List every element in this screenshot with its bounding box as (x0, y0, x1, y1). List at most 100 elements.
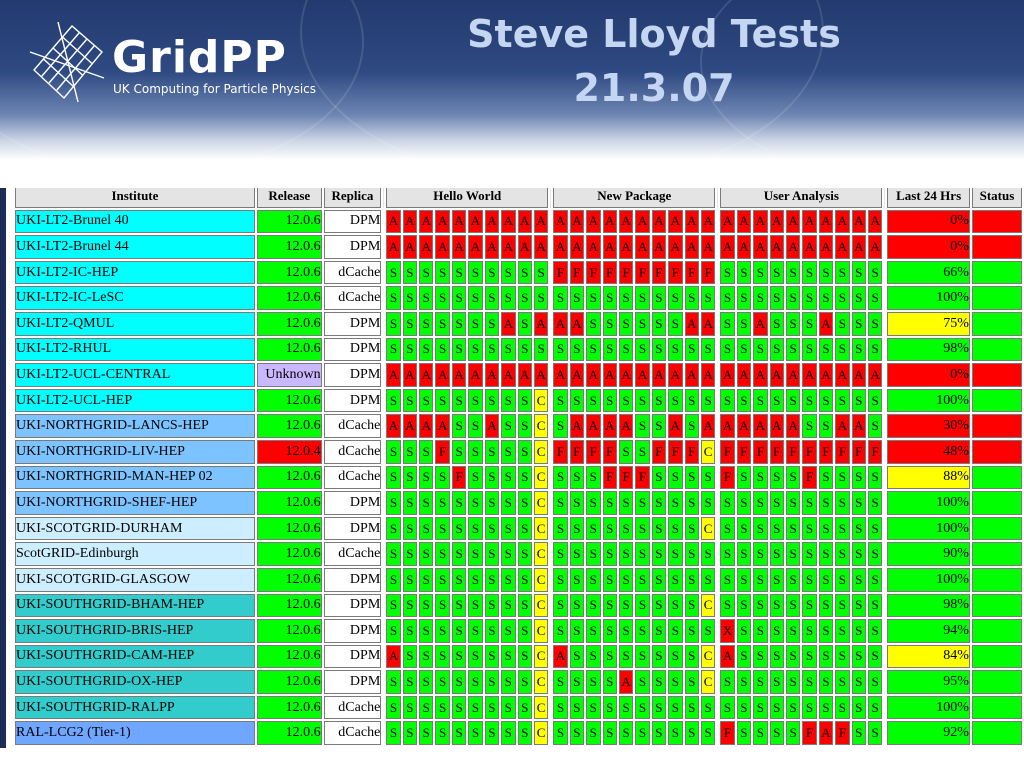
user-analysis-result-cell: S (835, 542, 850, 566)
hello-world-result-cell: S (451, 721, 467, 746)
new-package-result-cell: C (700, 644, 716, 669)
user-analysis-result-cell: S (867, 593, 883, 618)
last-24-hrs-cell: 0% (887, 235, 970, 259)
new-package-result-cell: S (618, 567, 634, 592)
status-cell (971, 491, 1022, 515)
new-package-result-cell: S (684, 465, 699, 490)
user-analysis-result-cell: S (785, 619, 801, 643)
release-cell: 12.0.6 (256, 491, 322, 515)
hello-world-result-cell: S (484, 593, 500, 618)
hello-world-result-cell: S (435, 644, 450, 669)
user-analysis-result-cell: S (753, 721, 768, 746)
hello-world-result-cell: S (484, 388, 500, 413)
hello-world-result-cell: S (468, 593, 483, 618)
new-package-result-cell: S (700, 337, 716, 362)
hello-world-result-cell: A (533, 363, 549, 387)
user-analysis-result-cell: S (720, 286, 735, 310)
user-analysis-result-cell: S (818, 516, 834, 541)
hello-world-result-cell: C (533, 439, 549, 464)
hello-world-result-cell: A (501, 209, 516, 234)
user-analysis-result-cell: S (720, 491, 735, 515)
new-package-result-cell: F (602, 465, 617, 490)
last-24-hrs-cell: 66% (887, 260, 970, 285)
release-cell: 12.0.6 (256, 235, 322, 259)
column-separator (717, 388, 719, 413)
new-package-result-cell: C (700, 593, 716, 618)
hello-world-result-cell: S (435, 670, 450, 694)
user-analysis-result-cell: S (720, 695, 735, 720)
user-analysis-result-cell: S (736, 286, 752, 310)
hello-world-result-cell: S (451, 414, 467, 438)
hello-world-result-cell: S (419, 311, 434, 336)
hello-world-result-cell: S (402, 542, 418, 566)
last-24-hrs-cell: 98% (887, 337, 970, 362)
table-row: UKI-SOUTHGRID-CAM-HEP 12.0.6 DPM A S S S S S S S S C… (15, 644, 1022, 669)
status-cell (971, 721, 1022, 746)
user-analysis-result-cell: S (785, 542, 801, 566)
new-package-result-cell: A (569, 363, 585, 387)
new-package-result-cell: S (684, 414, 699, 438)
user-analysis-result-cell: S (835, 567, 850, 592)
replica-cell: DPM (323, 593, 382, 618)
hello-world-result-cell: S (484, 695, 500, 720)
user-analysis-result-cell: S (818, 260, 834, 285)
new-package-result-cell: F (553, 260, 568, 285)
user-analysis-result-cell: A (769, 235, 784, 259)
new-package-result-cell: S (602, 491, 617, 515)
user-analysis-result-cell: A (769, 209, 784, 234)
institute-cell: UKI-SOUTHGRID-RALPP (15, 695, 255, 720)
hello-world-result-cell: S (501, 337, 516, 362)
new-package-result-cell: S (569, 465, 585, 490)
hello-world-result-cell: C (533, 388, 549, 413)
hello-world-result-cell: S (517, 260, 532, 285)
hello-world-result-cell: S (386, 542, 401, 566)
hello-world-result-cell: A (501, 235, 516, 259)
new-package-result-cell: S (668, 695, 683, 720)
table-row: RAL-LCG2 (Tier-1) 12.0.6 dCache S S S S S S S S S C S… (15, 721, 1022, 746)
new-package-result-cell: S (586, 465, 601, 490)
new-package-result-cell: S (651, 619, 667, 643)
status-cell (971, 465, 1022, 490)
user-analysis-result-cell: S (835, 491, 850, 515)
hello-world-result-cell: A (484, 414, 500, 438)
hello-world-result-cell: S (517, 414, 532, 438)
new-package-result-cell: S (586, 619, 601, 643)
user-analysis-result-cell: S (802, 388, 817, 413)
header-hello-world: Hello World (386, 188, 549, 208)
new-package-result-cell: S (684, 388, 699, 413)
hello-world-result-cell: A (402, 235, 418, 259)
user-analysis-result-cell: S (818, 567, 834, 592)
hello-world-result-cell: S (468, 491, 483, 515)
hello-world-result-cell: S (435, 465, 450, 490)
new-package-result-cell: S (668, 465, 683, 490)
hello-world-result-cell: A (402, 363, 418, 387)
column-separator (383, 465, 385, 490)
new-package-result-cell: S (684, 516, 699, 541)
new-package-result-cell: S (602, 619, 617, 643)
user-analysis-result-cell: A (736, 363, 752, 387)
hello-world-result-cell: A (468, 235, 483, 259)
hello-world-result-cell: S (435, 286, 450, 310)
column-separator (550, 414, 552, 438)
new-package-result-cell: C (700, 516, 716, 541)
column-separator (383, 721, 385, 746)
status-cell (971, 516, 1022, 541)
new-package-result-cell: S (586, 695, 601, 720)
new-package-result-cell: A (602, 209, 617, 234)
hello-world-result-cell: S (386, 311, 401, 336)
user-analysis-result-cell: S (818, 414, 834, 438)
user-analysis-result-cell: S (736, 695, 752, 720)
hello-world-result-cell: S (451, 542, 467, 566)
new-package-result-cell: C (700, 670, 716, 694)
header-new-package: New Package (553, 188, 716, 208)
new-package-result-cell: S (618, 721, 634, 746)
user-analysis-result-cell: S (736, 337, 752, 362)
new-package-result-cell: S (651, 644, 667, 669)
table-row: UKI-SCOTGRID-DURHAM 12.0.6 DPM S S S S S S S S S C S S… (15, 516, 1022, 541)
user-analysis-result-cell: S (753, 465, 768, 490)
user-analysis-result-cell: S (835, 465, 850, 490)
new-package-result-cell: A (668, 209, 683, 234)
hello-world-result-cell: S (451, 695, 467, 720)
new-package-result-cell: S (586, 388, 601, 413)
column-separator (717, 721, 719, 746)
